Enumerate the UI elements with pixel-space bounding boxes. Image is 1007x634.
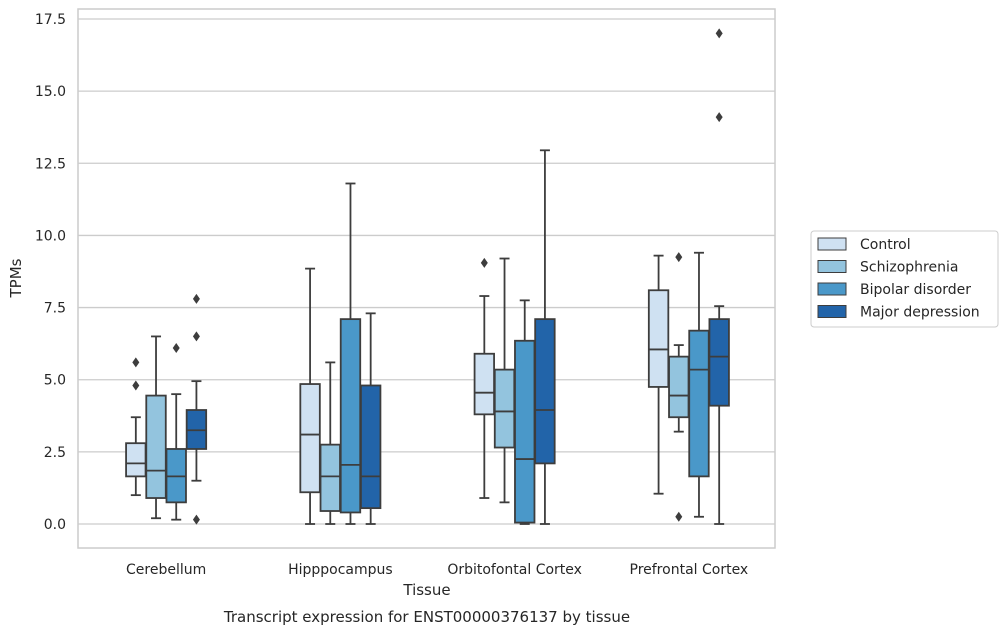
outlier-point xyxy=(675,511,683,522)
x-tick-label: Cerebellum xyxy=(126,562,206,578)
y-tick-label: 5.0 xyxy=(44,373,66,389)
plot-area-frame xyxy=(77,8,776,549)
y-tick-labels: 0.0 2.5 5.0 7.5 10.0 12.5 15.0 17.5 xyxy=(35,12,66,533)
iqr-box xyxy=(360,384,382,510)
outlier-point xyxy=(675,252,683,263)
x-tick-label: Prefrontal Cortex xyxy=(630,562,749,578)
iqr-box xyxy=(534,318,556,465)
legend-swatch xyxy=(817,260,847,273)
box-bipolar-disorder xyxy=(688,251,710,518)
outlier-point xyxy=(192,293,200,304)
box-bipolar-disorder xyxy=(514,299,536,525)
box-major-depression xyxy=(708,28,730,525)
outlier-point xyxy=(480,257,488,268)
box-control xyxy=(473,257,495,499)
legend-swatch xyxy=(817,305,847,318)
x-tick-label: Hipppocampus xyxy=(288,562,393,578)
y-tick-label: 10.0 xyxy=(35,228,66,244)
x-axis-label: Tissue xyxy=(402,581,450,599)
outlier-point xyxy=(192,331,200,342)
chart-caption: Transcript expression for ENST0000037613… xyxy=(223,608,630,626)
legend: Control Schizophrenia Bipolar disorder Majo… xyxy=(810,230,999,328)
legend-label: Control xyxy=(860,237,911,253)
outlier-point xyxy=(132,380,140,391)
box-schizophrenia xyxy=(668,252,690,522)
x-tick-labels: Cerebellum Hipppocampus Orbitofontal Corte… xyxy=(126,562,748,578)
iqr-box xyxy=(339,318,362,514)
outlier-point xyxy=(715,112,723,123)
iqr-box xyxy=(708,318,730,407)
iqr-box xyxy=(514,339,536,524)
box-major-depression xyxy=(360,312,382,525)
iqr-box xyxy=(125,442,147,478)
box-major-depression xyxy=(534,149,556,525)
iqr-box xyxy=(299,383,321,494)
y-tick-label: 15.0 xyxy=(35,84,66,100)
iqr-box xyxy=(319,443,341,512)
iqr-box xyxy=(647,289,670,388)
box-schizophrenia xyxy=(493,257,516,504)
box-schizophrenia xyxy=(145,335,167,520)
x-tick-label: Orbitofontal Cortex xyxy=(447,562,582,578)
y-tick-label: 7.5 xyxy=(44,301,66,317)
iqr-box xyxy=(473,352,495,416)
box-bipolar-disorder xyxy=(339,182,362,525)
iqr-box xyxy=(688,329,710,478)
y-tick-label: 12.5 xyxy=(35,156,66,172)
outlier-point xyxy=(192,514,200,525)
outlier-point xyxy=(132,357,140,368)
outlier-point xyxy=(715,28,723,39)
legend-label: Bipolar disorder xyxy=(860,282,971,298)
legend-frame xyxy=(810,230,999,328)
box-bipolar-disorder xyxy=(165,342,187,521)
legend-label: Major depression xyxy=(860,305,980,321)
outlier-point xyxy=(172,342,180,353)
box-major-depression xyxy=(185,293,208,525)
box-schizophrenia xyxy=(319,361,341,525)
gridlines xyxy=(78,18,775,525)
y-axis-label: TPMs xyxy=(7,258,25,298)
box-control xyxy=(299,267,321,525)
boxes xyxy=(125,28,730,525)
legend-label: Schizophrenia xyxy=(860,260,958,276)
legend-swatch xyxy=(817,237,847,251)
box-control xyxy=(647,254,670,495)
iqr-box xyxy=(493,368,516,449)
y-tick-label: 0.0 xyxy=(44,517,66,533)
iqr-box xyxy=(668,355,690,419)
legend-swatch xyxy=(817,282,847,296)
y-tick-label: 2.5 xyxy=(44,445,66,461)
iqr-box xyxy=(145,394,167,499)
y-tick-label: 17.5 xyxy=(35,12,66,28)
box-control xyxy=(125,357,147,497)
